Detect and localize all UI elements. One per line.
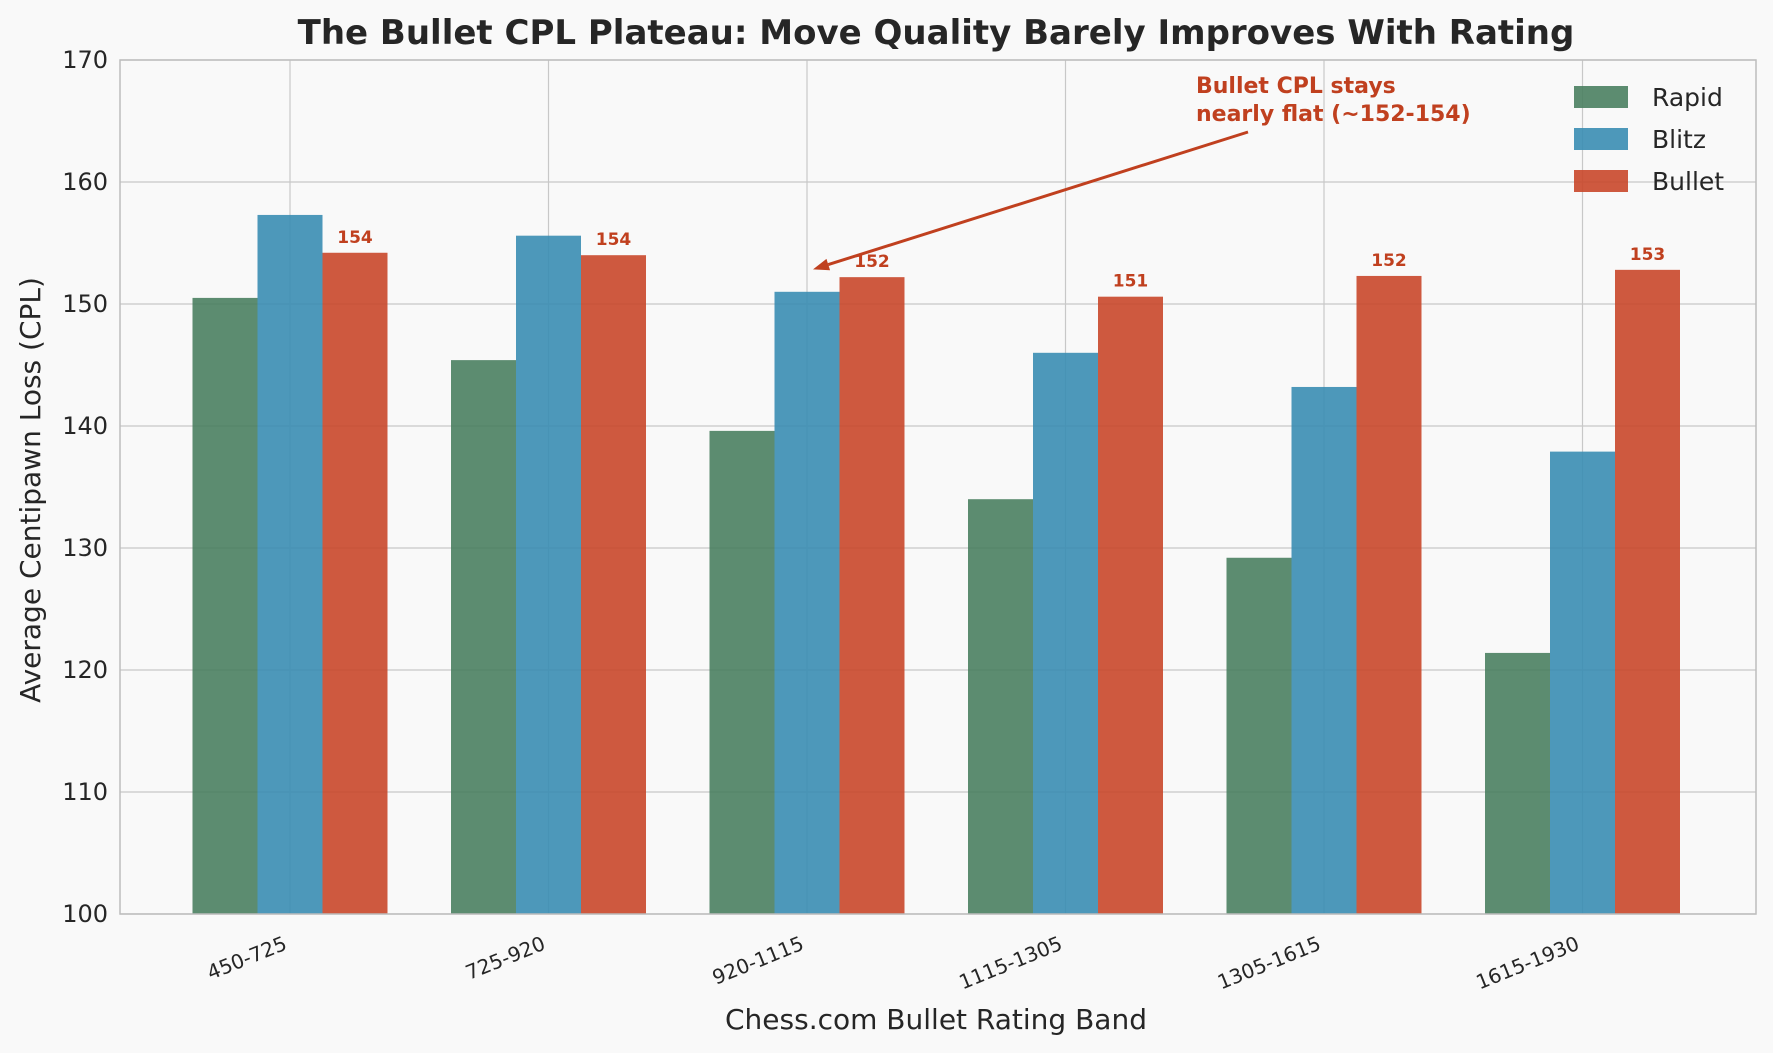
legend: Rapid Blitz Bullet <box>1574 83 1724 196</box>
bar-bullet <box>839 277 905 914</box>
y-tick-label: 110 <box>62 778 108 806</box>
y-tick-label: 140 <box>62 412 108 440</box>
legend-swatch-rapid <box>1574 86 1628 108</box>
y-axis-label: Average Centipawn Loss (CPL) <box>14 277 47 703</box>
chart-title: The Bullet CPL Plateau: Move Quality Bar… <box>298 13 1575 53</box>
bar-data-label: 154 <box>596 230 632 250</box>
x-axis-label: Chess.com Bullet Rating Band <box>725 1003 1147 1036</box>
y-tick-label: 120 <box>62 656 108 684</box>
annotation-arrow-head <box>813 258 831 271</box>
bar-data-label: 154 <box>337 228 373 248</box>
bar-rapid <box>1226 557 1292 914</box>
annotation-line-2: nearly flat (~152-154) <box>1196 102 1471 127</box>
y-tick-label: 170 <box>62 46 108 74</box>
bar-rapid <box>709 430 775 914</box>
bar-blitz <box>1291 386 1357 915</box>
bar-bullet <box>1615 269 1680 915</box>
plot-frame <box>119 59 1757 915</box>
bars <box>192 214 1680 915</box>
bar-bullet <box>322 252 388 914</box>
legend-label-rapid: Rapid <box>1652 83 1723 112</box>
legend-label-bullet: Bullet <box>1652 167 1724 196</box>
bar-rapid <box>968 499 1033 914</box>
bar-rapid <box>1485 652 1550 914</box>
bar-blitz <box>516 235 581 914</box>
bar-bullet <box>1098 296 1163 914</box>
bar-data-label: 152 <box>854 252 890 272</box>
annotation: Bullet CPL stays nearly flat (~152-154) <box>813 74 1471 271</box>
bar-bullet <box>1356 275 1422 914</box>
bar-blitz <box>257 214 323 914</box>
y-tick-label: 160 <box>62 168 108 196</box>
bar-blitz <box>1550 451 1615 914</box>
legend-swatch-bullet <box>1574 170 1628 192</box>
bar-blitz <box>1033 352 1098 914</box>
legend-swatch-blitz <box>1574 128 1628 150</box>
annotation-arrow-line <box>827 130 1249 267</box>
bar-data-label: 151 <box>1113 272 1149 292</box>
y-tick-label: 100 <box>62 900 108 928</box>
legend-label-blitz: Blitz <box>1652 125 1706 154</box>
y-tick-label: 130 <box>62 534 108 562</box>
y-tick-labels: 100 110 120 130 140 150 160 170 <box>62 46 108 928</box>
bar-rapid <box>451 360 516 914</box>
bar-labels: 154 154 152 151 152 153 <box>337 228 1665 292</box>
bar-data-label: 152 <box>1371 251 1407 271</box>
annotation-line-1: Bullet CPL stays <box>1196 74 1396 99</box>
bar-data-label: 153 <box>1630 245 1666 265</box>
bar-rapid <box>192 297 258 914</box>
y-tick-label: 150 <box>62 290 108 318</box>
bar-blitz <box>774 291 840 914</box>
bar-bullet <box>581 255 646 914</box>
